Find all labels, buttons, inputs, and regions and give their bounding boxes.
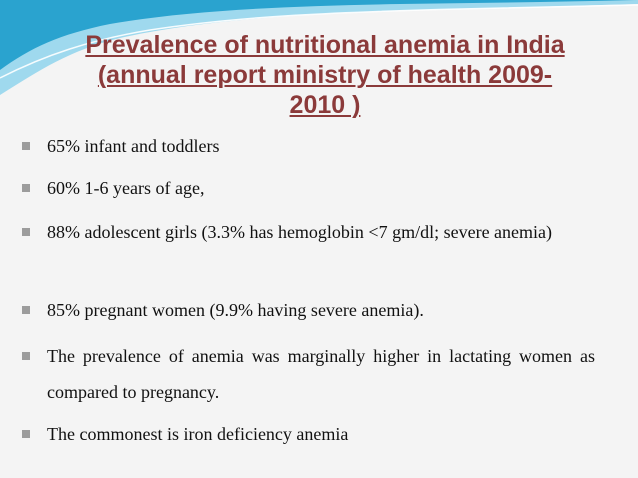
title-line-1: Prevalence of nutritional anemia in Indi…: [85, 31, 565, 59]
wave-light: [0, 0, 638, 95]
bullet-marker-icon: [22, 352, 30, 360]
bullet-marker-icon: [22, 184, 30, 192]
wave-highlight: [0, 4, 638, 79]
bullet-marker-icon: [22, 142, 30, 150]
bullet-marker-icon: [22, 228, 30, 236]
bullet-text: 85% pregnant women (9.9% having severe a…: [47, 300, 424, 320]
bullet-marker-icon: [22, 306, 30, 314]
bullet-text: The commonest is iron deficiency anemia: [47, 424, 349, 444]
bullet-text: 65% infant and toddlers: [47, 136, 220, 156]
bullet-text: 88% adolescent girls (3.3% has hemoglobi…: [47, 222, 553, 242]
top-wave-decoration: [0, 0, 638, 95]
bullet-text: The prevalence of anemia was marginally …: [47, 346, 595, 402]
wave-dark: [0, 0, 638, 70]
title-line-2: (annual report ministry of health 2009-: [97, 61, 553, 89]
slide-title: Prevalence of nutritional anemia in Indi…: [40, 30, 610, 120]
bullet-text: 60% 1-6 years of age,: [47, 178, 205, 198]
title-line-3: 2010 ): [289, 91, 361, 119]
bullet-marker-icon: [22, 430, 30, 438]
